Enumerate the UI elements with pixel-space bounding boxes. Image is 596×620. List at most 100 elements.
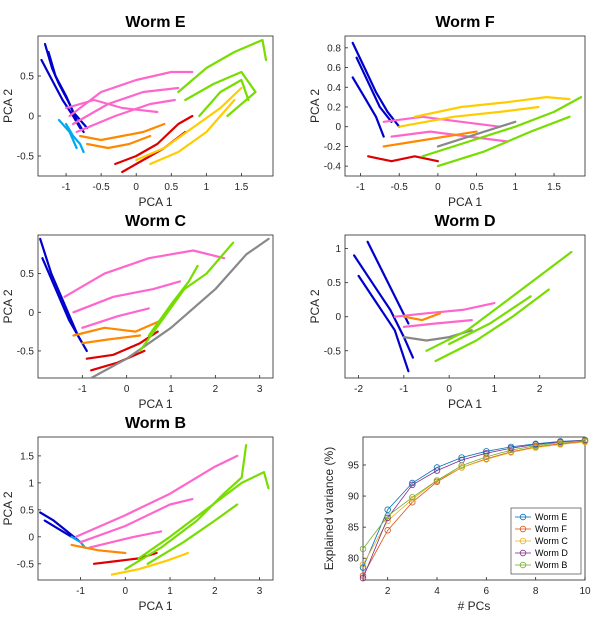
worm-e-trajectory-line [184,70,257,118]
worm-d-xtick-label: -1 [399,384,408,395]
worm-b-trajectory-line [43,519,73,538]
variance-point [433,464,441,471]
worm-e-trajectory-line [64,122,85,154]
worm-f-trajectory-line [355,56,393,123]
worm-c-ylabel: PCA 2 [1,289,15,323]
worm-e-xtick-label: 1 [204,182,210,193]
explained-variance-xtick-label: 2 [385,586,391,597]
variance-point [384,506,391,513]
legend-entry: Worm E [535,512,567,522]
worm-f-ytick-label: -0.4 [324,162,342,173]
worm-b-chart: -1 0 1 2 3 -0.5 0 0.5 1 1.5 Worm B PCA 1 PCA 2 [1,415,274,613]
worm-c-data [39,237,270,378]
variance-point [581,437,589,444]
worm-f-ytick-label: 0 [335,122,341,133]
worm-c-axes-box [37,234,274,379]
worm-d-xlabel: PCA 1 [448,397,482,411]
worm-c-trajectory-line [147,264,199,337]
variance-point [483,449,490,457]
variance-point [507,449,515,456]
worm-f-trajectory-line [421,95,583,158]
variance-point [384,517,391,525]
worm-b-ytick-label: 0.5 [20,505,34,516]
worm-d-trajectory-line [393,302,496,318]
worm-b-xtick-label: 3 [257,586,263,597]
worm-d-xtick-label: 0 [446,384,452,395]
worm-c-title: Worm C [125,213,186,230]
legend-marker [519,537,527,545]
worm-c-xtick-label: -1 [78,384,87,395]
variance-point [409,495,416,503]
worm-e-chart: -1 -0.5 0 0.5 1 1.5 -0.5 0 0.5 Worm E PCA 1 PCA 2 [1,14,274,209]
worm-d-data [353,240,573,373]
worm-c-xtick-label: 2 [213,384,219,395]
worm-b-trajectory-line [110,551,190,576]
variance-point [458,464,465,471]
variance-point [507,446,515,454]
worm-b-trajectory-line [88,530,163,549]
variance-point [359,572,367,579]
explained-variance-ytick-label: 95 [348,460,360,471]
explained-variance-xlabel: # PCs [458,599,491,613]
worm-e-ytick-label: -0.5 [17,152,35,163]
worm-c-trajectory-line [81,307,150,329]
worm-f-xtick-label: 0 [435,182,441,193]
worm-e-trajectory-line [64,98,159,114]
worm-d-ylabel: PCA 2 [308,289,322,323]
worm-f-trajectory-line [351,76,385,138]
worm-f-trajectory-line [413,95,571,118]
explained-variance-chart: 2 4 6 8 10 80 85 90 95 # PCs Explained variance (%… [322,436,591,613]
variance-point [384,527,391,534]
worm-c-xtick-label: 0 [124,384,130,395]
explained-variance-ytick-label: 90 [348,492,360,503]
legend-marker [519,549,527,557]
worm-c-ytick-label: -0.5 [17,346,35,357]
legend-marker [519,525,527,533]
variance-point [532,444,539,451]
worm-f-trajectory-line [398,105,540,128]
worm-b-title: Worm B [125,415,186,432]
variance-point [532,442,539,449]
worm-d-trajectory-line [402,319,473,328]
variance-point [384,514,391,522]
legend-entry: Worm F [535,524,567,534]
worm-b-trajectory-line [39,511,82,544]
worm-f-trajectory-line [436,120,517,148]
worm-f-title: Worm F [435,14,494,31]
legend-marker [519,513,527,521]
worm-f-ytick-label: -0.2 [324,142,342,153]
worm-e-trajectory-line [40,58,82,130]
worm-b-xlabel: PCA 1 [138,599,172,613]
explained-variance-data [363,439,585,579]
worm-b-ytick-label: 1.5 [20,451,34,462]
worm-f-xlabel: PCA 1 [448,195,482,209]
variance-point [557,439,564,446]
variance-point [409,481,416,489]
explained-variance-ytick-label: 85 [348,523,360,534]
worm-e-xtick-label: -1 [62,182,71,193]
variance-point [409,494,416,501]
worm-d-ytick-label: 0 [335,312,341,323]
worm-c-trajectory-line [90,237,270,378]
worm-f-trajectory-line [382,130,478,148]
worm-b-trajectory-line [137,471,270,560]
worm-c-trajectory-line [138,241,235,352]
worm-f-trajectory-line [367,155,439,163]
worm-e-trajectory-line [71,86,180,126]
variance-point [359,564,367,571]
variance-point [433,477,441,484]
worm-e-axes-box [37,35,274,177]
worm-f-ylabel: PCA 2 [308,89,322,123]
explained-variance-xtick-label: 10 [579,586,591,597]
worm-c-trajectory-line [81,334,142,345]
variance-point [384,512,391,520]
worm-b-trajectory-line [79,498,194,544]
variance-line-worm-e [363,439,585,568]
variance-point [409,499,416,506]
worm-d-trajectory-line [402,312,442,322]
worm-e-trajectory-line [75,98,176,134]
worm-c-chart: -1 0 1 2 3 -0.5 0 0.5 Worm C PCA 1 PCA 2 [1,213,274,411]
variance-point [458,462,465,469]
worm-d-ytick-label: 0.5 [327,278,341,289]
